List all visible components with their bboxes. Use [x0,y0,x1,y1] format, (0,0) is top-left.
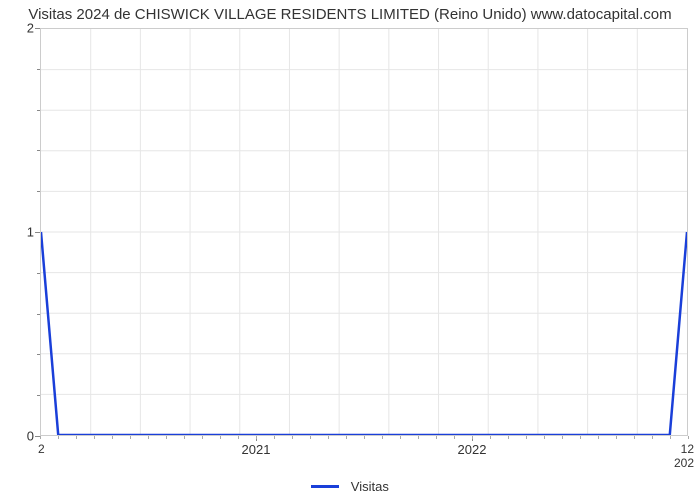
x-tick-minor [436,436,437,439]
x-tick-minor [598,436,599,439]
y-tick-minor [37,150,40,151]
x-tick-minor [256,436,257,439]
chart-area: 012 20212022 2 12 202 [40,28,688,436]
y-tick-label: 1 [4,225,34,240]
y-tick-minor [37,273,40,274]
x-tick-minor [58,436,59,439]
x-tick-minor [454,436,455,439]
x-tick-minor [76,436,77,439]
corner-bottom-right-bottom: 202 [674,456,694,470]
x-tick-minor [526,436,527,439]
x-tick-minor [634,436,635,439]
x-tick-minor [94,436,95,439]
x-tick-minor [364,436,365,439]
x-tick-minor [562,436,563,439]
legend-label: Visitas [351,479,389,494]
x-tick-minor [616,436,617,439]
x-tick-minor [400,436,401,439]
x-tick-minor [472,436,473,439]
x-tick-minor [580,436,581,439]
x-tick-minor [544,436,545,439]
legend-swatch [311,485,339,488]
x-tick-minor [292,436,293,439]
y-tick-minor [37,314,40,315]
x-tick-minor [382,436,383,439]
x-tick-minor [346,436,347,439]
x-tick-minor [220,436,221,439]
y-tick-label: 0 [4,429,34,444]
series-line [41,232,687,435]
x-tick-minor [40,436,41,439]
x-tick-minor [130,436,131,439]
x-tick-minor [112,436,113,439]
x-tick-minor [184,436,185,439]
corner-bottom-right-top: 12 [681,442,694,456]
x-tick-minor [670,436,671,439]
y-tick-mark [35,28,40,29]
y-tick-label: 2 [4,21,34,36]
y-tick-minor [37,354,40,355]
y-tick-minor [37,191,40,192]
x-tick-minor [202,436,203,439]
x-tick-minor [328,436,329,439]
y-tick-minor [37,69,40,70]
legend: Visitas [0,478,700,494]
x-tick-minor [274,436,275,439]
x-tick-minor [238,436,239,439]
x-tick-minor [688,436,689,439]
x-tick-minor [508,436,509,439]
x-tick-label: 2021 [242,442,271,457]
corner-bottom-left: 2 [38,442,45,456]
chart-title: Visitas 2024 de CHISWICK VILLAGE RESIDEN… [0,0,700,27]
x-tick-minor [166,436,167,439]
x-tick-minor [418,436,419,439]
y-tick-minor [37,110,40,111]
x-tick-label: 2022 [458,442,487,457]
x-tick-minor [310,436,311,439]
x-tick-minor [490,436,491,439]
y-tick-minor [37,395,40,396]
x-tick-minor [652,436,653,439]
x-tick-minor [148,436,149,439]
y-tick-mark [35,232,40,233]
plot-area [40,28,688,436]
